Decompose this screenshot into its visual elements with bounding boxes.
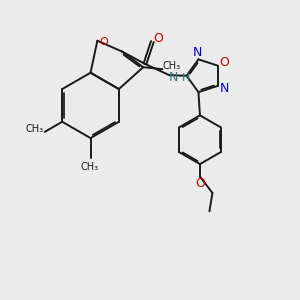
- Text: N: N: [220, 82, 229, 95]
- Text: CH₃: CH₃: [25, 124, 44, 134]
- Text: CH₃: CH₃: [80, 162, 98, 172]
- Text: O: O: [195, 177, 205, 190]
- Text: N: N: [193, 46, 202, 59]
- Text: O: O: [153, 32, 163, 44]
- Text: O: O: [219, 56, 229, 69]
- Text: N: N: [169, 71, 178, 84]
- Text: CH₃: CH₃: [163, 61, 181, 71]
- Text: H: H: [182, 73, 190, 82]
- Text: O: O: [99, 37, 108, 47]
